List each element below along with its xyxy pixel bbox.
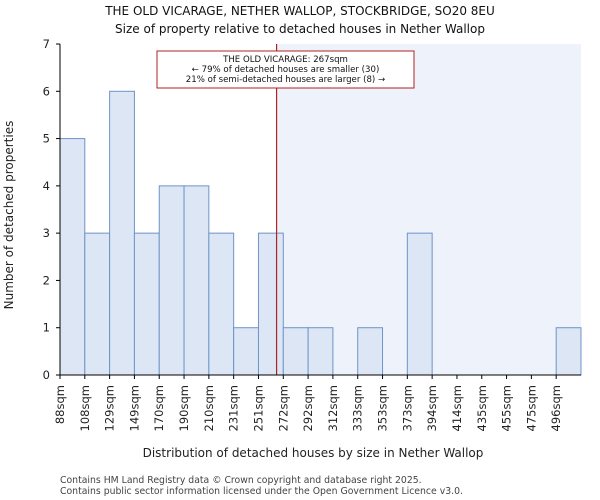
bar-496sqm xyxy=(555,327,582,376)
bar-333sqm xyxy=(357,327,384,376)
y-tick-label: 3 xyxy=(43,226,50,240)
footer-line-1: Contains HM Land Registry data © Crown c… xyxy=(60,475,422,486)
x-tick-label: 373sqm xyxy=(400,385,414,431)
x-tick-label: 312sqm xyxy=(326,385,340,431)
x-tick-label: 394sqm xyxy=(425,385,439,431)
axes xyxy=(59,44,581,376)
x-tick-label: 292sqm xyxy=(301,385,315,431)
x-axis-label: Distribution of detached houses by size … xyxy=(143,446,484,460)
footer-line-2: Contains public sector information licen… xyxy=(60,486,463,497)
x-tick-label: 231sqm xyxy=(227,385,241,431)
bars xyxy=(59,90,582,376)
chart-subtitle: Size of property relative to detached ho… xyxy=(115,22,485,36)
y-tick-label: 0 xyxy=(43,368,50,382)
annotation-box xyxy=(156,50,415,89)
bar-108sqm xyxy=(84,232,111,376)
x-tick-label: 210sqm xyxy=(202,385,216,431)
y-tick-label: 1 xyxy=(43,321,50,335)
y-tick-label: 6 xyxy=(43,84,50,98)
y-tick-label: 2 xyxy=(43,273,50,287)
x-tick-label: 333sqm xyxy=(351,385,365,431)
x-tick-label: 272sqm xyxy=(276,385,290,431)
x-tick-label: 496sqm xyxy=(549,385,563,431)
bar-210sqm xyxy=(208,232,235,376)
annotation-line-3: 21% of semi-detached houses are larger (… xyxy=(186,75,385,85)
x-tick-label: 108sqm xyxy=(78,385,92,431)
bar-251sqm xyxy=(257,232,284,376)
x-tick-label: 88sqm xyxy=(53,385,67,424)
x-tick-label: 414sqm xyxy=(450,385,464,431)
bar-272sqm xyxy=(282,327,309,376)
annotation-line-1: THE OLD VICARAGE: 267sqm xyxy=(222,55,348,65)
x-tick-label: 435sqm xyxy=(475,385,489,431)
y-tick-label: 5 xyxy=(43,132,50,146)
x-tick-label: 475sqm xyxy=(524,385,538,431)
x-tick-label: 251sqm xyxy=(251,385,265,431)
annotation-line-2: ← 79% of detached houses are smaller (30… xyxy=(192,65,380,75)
chart-title: THE OLD VICARAGE, NETHER WALLOP, STOCKBR… xyxy=(104,4,495,18)
bar-170sqm xyxy=(158,185,185,376)
x-tick-label: 455sqm xyxy=(500,385,514,431)
bar-129sqm xyxy=(109,90,135,376)
x-tick-label: 353sqm xyxy=(376,385,390,431)
bar-149sqm xyxy=(133,232,160,376)
x-tick-label: 170sqm xyxy=(152,385,166,431)
y-axis-label: Number of detached properties xyxy=(2,121,16,310)
bar-88sqm xyxy=(59,138,86,376)
x-tick-labels: 88sqm 108sqm 129sqm 149sqm 170sqm 190sqm 210sq… xyxy=(53,375,563,431)
x-tick-label: 190sqm xyxy=(177,385,191,431)
y-tick-label: 4 xyxy=(43,179,50,193)
bar-190sqm xyxy=(183,185,210,376)
y-tick-label: 7 xyxy=(43,37,50,51)
x-tick-label: 129sqm xyxy=(103,385,117,431)
bar-231sqm xyxy=(233,327,259,376)
bar-292sqm xyxy=(307,327,334,376)
bar-373sqm xyxy=(406,232,433,376)
y-tick-labels: 0 1 2 3 4 5 6 7 xyxy=(43,37,60,382)
x-tick-label: 149sqm xyxy=(127,385,141,431)
